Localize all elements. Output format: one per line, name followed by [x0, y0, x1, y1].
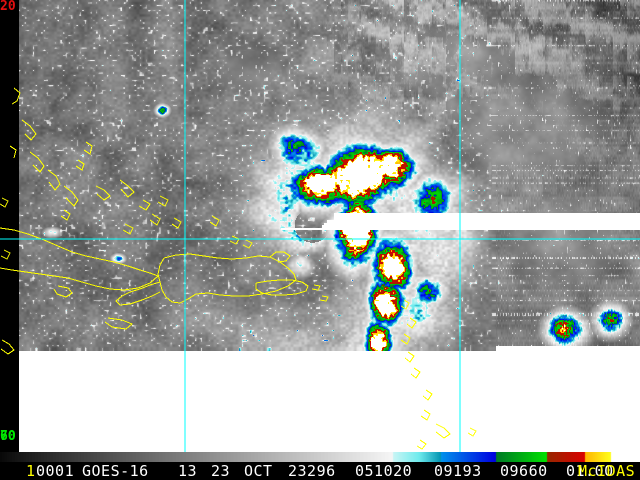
textbar-band-number: 13	[178, 462, 198, 480]
longitude-label-60: 60	[0, 429, 16, 444]
textbar-line-coordinate: 09193	[434, 462, 482, 480]
latitude-label-20: 20	[0, 0, 16, 14]
textbar-julian-date: 23296	[288, 462, 336, 480]
infrared-satellite-canvas[interactable]	[0, 0, 640, 452]
longitude-label-70: 70	[0, 429, 16, 444]
textbar-satellite-name: GOES-16	[82, 462, 149, 480]
image-annotation-textbar: 1 0001 GOES-16 13 23 OCT 23296 051020 09193 09660…	[0, 462, 640, 480]
data-void-strip	[0, 0, 19, 452]
enhancement-colorbar[interactable]	[0, 452, 640, 462]
satellite-image-area[interactable]	[0, 0, 640, 452]
textbar-image-time: 051020	[355, 462, 413, 480]
textbar-image-id: 0001	[36, 462, 75, 480]
textbar-day-of-month: 23	[211, 462, 231, 480]
textbar-frame-number: 1	[26, 462, 36, 480]
textbar-element-coordinate: 09660	[500, 462, 548, 480]
textbar-month: OCT	[244, 462, 273, 480]
textbar-resolution: 01.00	[566, 462, 614, 480]
textbar-software-name: McIDAS	[578, 462, 636, 480]
